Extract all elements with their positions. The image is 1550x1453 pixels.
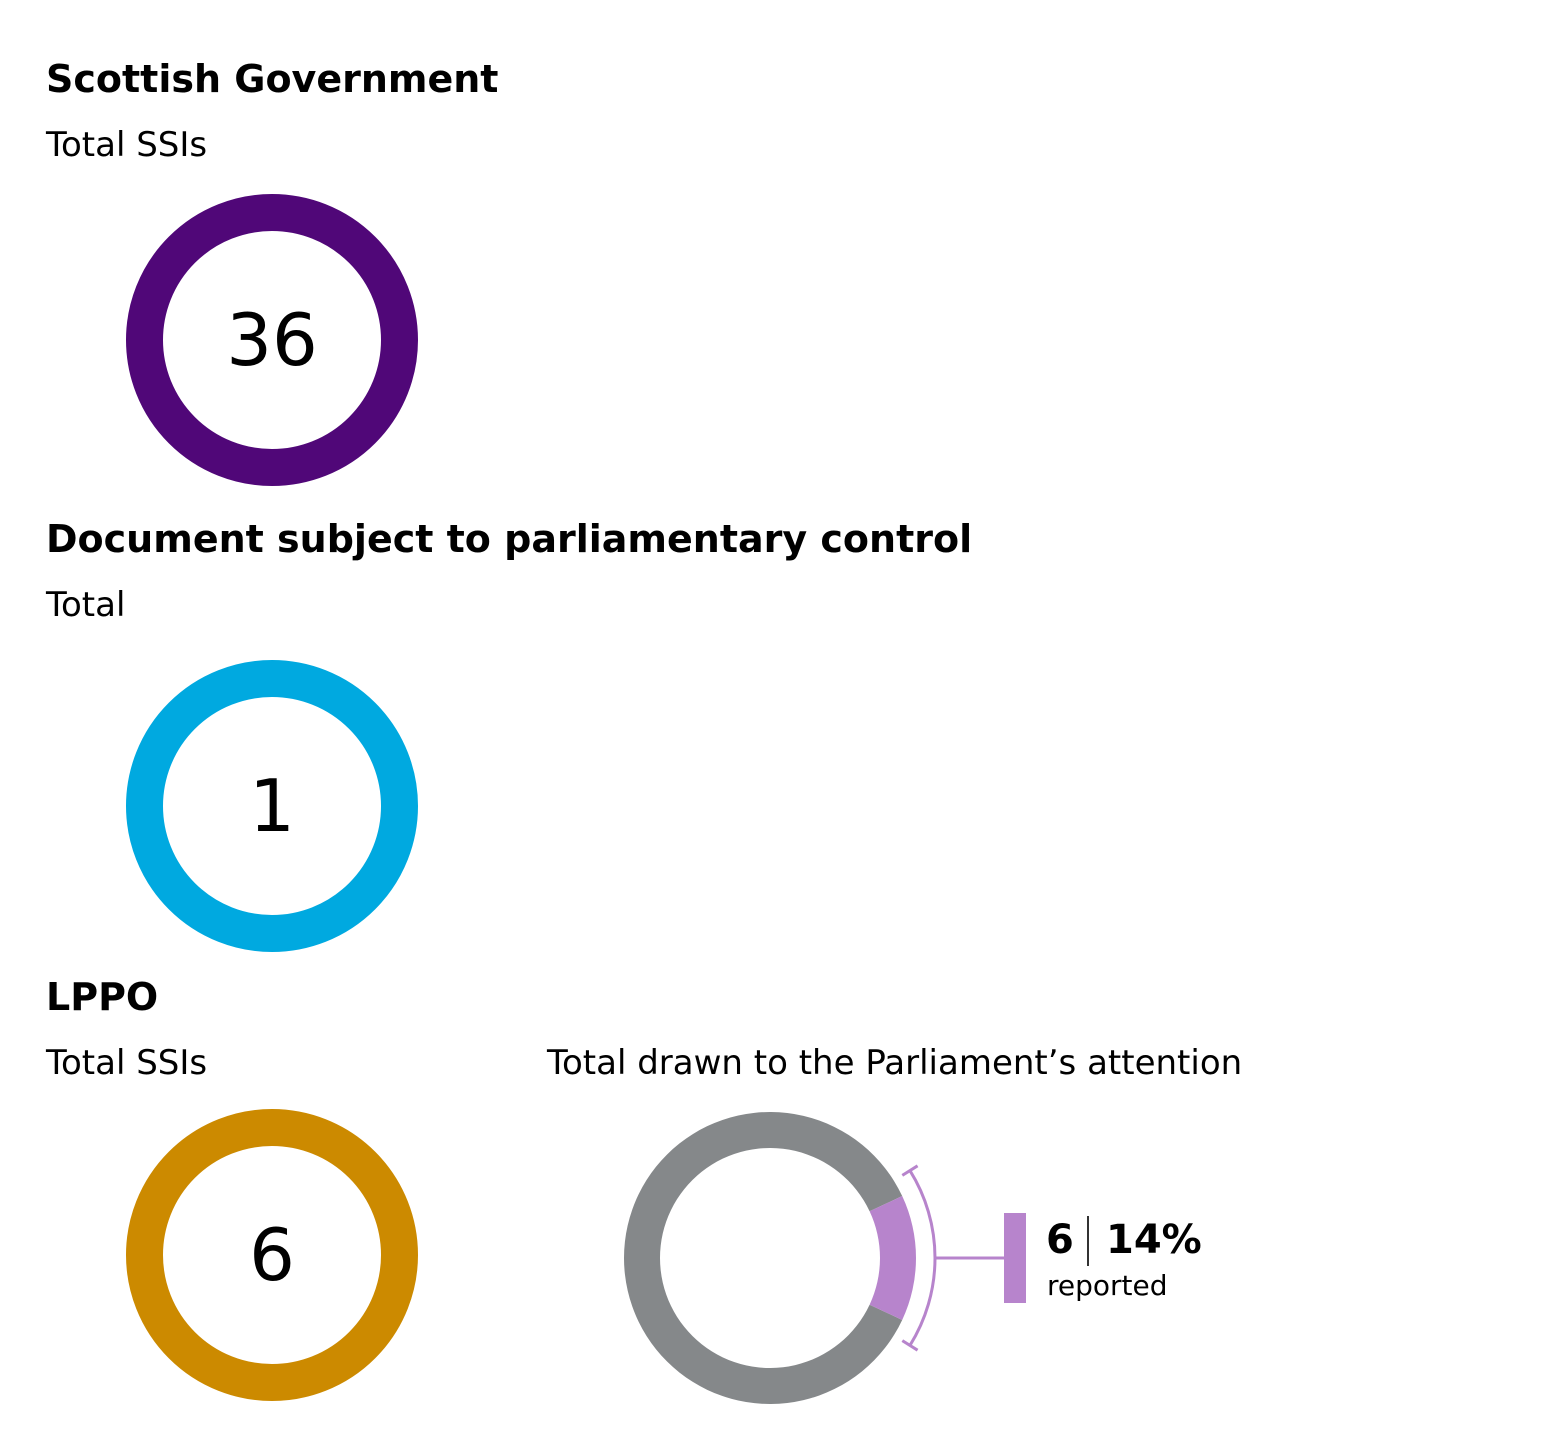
callout-count: 6 bbox=[1046, 1217, 1074, 1263]
callout-bracket-tick-top bbox=[901, 1164, 919, 1177]
total-ring-scottish-government: 36 bbox=[126, 194, 418, 486]
drawn-donut-chart bbox=[624, 1112, 1026, 1404]
ring-band bbox=[126, 660, 418, 952]
subheading-total-ssis-lppo: Total SSIs bbox=[46, 1043, 208, 1083]
donut-slice-reported bbox=[869, 1196, 916, 1320]
section-heading-scottish-government: Scottish Government bbox=[46, 57, 499, 101]
callout-bracket-arc bbox=[908, 1169, 937, 1347]
total-ring-lppo: 6 bbox=[126, 1109, 418, 1401]
total-value: 36 bbox=[226, 298, 318, 382]
donut-slice-remainder bbox=[624, 1112, 903, 1404]
subheading-drawn-to-attention: Total drawn to the Parliament’s attentio… bbox=[547, 1043, 1243, 1083]
section-heading-lppo: LPPO bbox=[46, 975, 159, 1019]
total-value: 1 bbox=[249, 764, 295, 848]
callout-label: reported bbox=[1047, 1269, 1168, 1302]
callout-bracket-tick-bottom bbox=[901, 1339, 919, 1352]
total-value: 6 bbox=[249, 1213, 295, 1297]
subheading-total: Total bbox=[46, 585, 126, 625]
subheading-total-ssis: Total SSIs bbox=[46, 125, 208, 165]
ring-band bbox=[126, 194, 418, 486]
ring-band bbox=[126, 1109, 418, 1401]
total-ring-document-control: 1 bbox=[126, 660, 418, 952]
callout-separator bbox=[1087, 1216, 1089, 1266]
callout-bar bbox=[1004, 1213, 1026, 1303]
callout-percent: 14% bbox=[1106, 1217, 1202, 1263]
section-heading-document-control: Document subject to parliamentary contro… bbox=[46, 517, 973, 561]
